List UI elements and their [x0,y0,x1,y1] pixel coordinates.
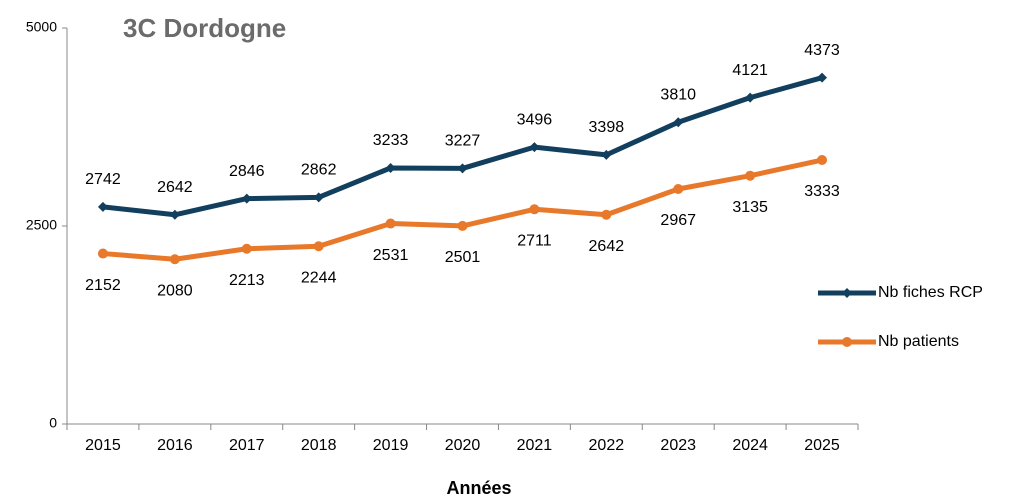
point [601,209,612,220]
data-label: 2711 [517,233,552,250]
point [529,142,540,153]
x-tick-label: 2020 [445,437,481,454]
legend-marker [842,288,852,298]
x-tick-label: 2018 [301,437,337,454]
chart-title: 3C Dordogne [123,13,286,43]
y-tick-label: 5000 [26,19,57,35]
point [241,243,252,254]
point [457,220,468,231]
point [457,163,468,174]
data-label: 2846 [229,163,265,180]
data-label: 2742 [85,171,121,188]
point [817,155,828,166]
data-label: 2080 [157,282,193,299]
legend-marker [842,337,852,347]
data-label: 3496 [517,111,553,128]
point [169,209,180,220]
x-tick-label: 2015 [85,437,121,454]
point [673,117,684,128]
point [97,201,108,212]
data-label: 4121 [732,62,768,79]
data-label: 2213 [229,272,265,289]
x-tick-label: 2019 [373,437,409,454]
line [102,157,823,262]
point [745,92,756,103]
data-label: 3398 [589,119,625,136]
data-label: 2642 [157,179,193,196]
data-label: 4373 [804,42,840,59]
point [385,218,396,229]
data-label: 3135 [732,199,768,216]
data-label: 2967 [660,212,696,229]
point [529,204,540,215]
point [313,192,324,203]
x-axis-label: Années [446,478,511,497]
x-tick-label: 2017 [229,437,265,454]
data-label: 2862 [301,162,337,179]
point [385,162,396,173]
legend-label: Nb patients [878,333,959,350]
point [97,248,108,259]
data-label: 3333 [804,183,840,200]
data-label: 2642 [589,238,625,255]
data-label: 3233 [373,132,409,149]
point [745,170,756,181]
x-tick-label: 2021 [517,437,553,454]
legend-label: Nb fiches RCP [878,284,983,301]
x-tick-label: 2016 [157,437,193,454]
x-tick-label: 2022 [589,437,625,454]
point [169,254,180,265]
point [241,193,252,204]
point [817,72,828,83]
data-label: 2501 [445,249,481,266]
data-label: 3810 [660,86,696,103]
point [601,149,612,160]
y-tick-label: 0 [49,415,57,431]
point [673,184,684,195]
data-label: 3227 [445,133,481,150]
y-tick-label: 2500 [26,217,57,233]
data-label: 2244 [301,269,337,286]
point [313,241,324,252]
x-tick-label: 2024 [732,437,768,454]
data-label: 2152 [85,277,121,294]
x-tick-label: 2023 [660,437,696,454]
x-tick-label: 2025 [804,437,840,454]
data-label: 2531 [373,247,409,264]
